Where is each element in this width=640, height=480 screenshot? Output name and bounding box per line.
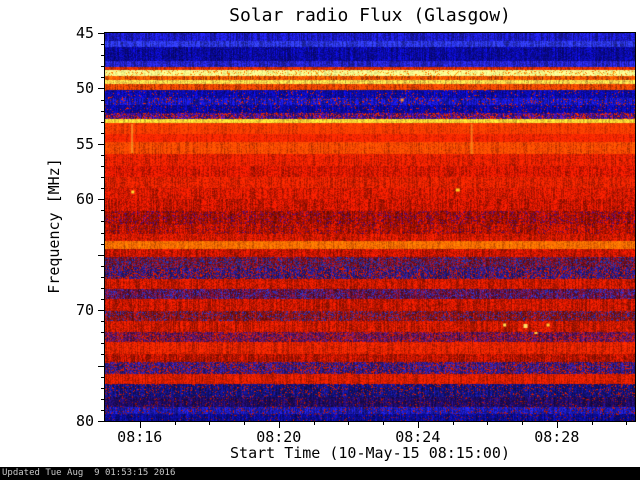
x-tick-mark	[591, 422, 593, 425]
x-tick-mark	[174, 422, 176, 425]
x-tick-mark	[313, 422, 315, 425]
chart-title: Solar radio Flux (Glasgow)	[229, 5, 511, 26]
footer-bar: Updated Tue Aug 9 01:53:15 2016	[0, 467, 640, 480]
spectrogram-canvas	[105, 33, 635, 421]
plot-area	[104, 32, 636, 422]
y-tick-label: 60	[75, 190, 94, 208]
y-axis-title: Frequency [MHz]	[45, 158, 63, 294]
x-tick-mark	[139, 422, 141, 428]
x-axis-title: Start Time (10-May-15 08:15:00)	[230, 444, 510, 462]
y-tick-label: 55	[75, 135, 94, 153]
y-tick-label: 50	[75, 79, 94, 97]
x-tick-mark	[209, 422, 211, 425]
x-tick-mark	[626, 422, 628, 425]
x-tick-mark	[278, 422, 280, 428]
y-tick-label: 70	[75, 301, 94, 319]
y-tick-label: 45	[75, 24, 94, 42]
x-tick-mark	[348, 422, 350, 425]
x-tick-mark	[452, 422, 454, 425]
updated-timestamp: Updated Tue Aug 9 01:53:15 2016	[2, 468, 176, 478]
x-tick-mark	[556, 422, 558, 428]
x-tick-mark	[383, 422, 385, 425]
x-tick-mark	[487, 422, 489, 425]
x-tick-mark	[522, 422, 524, 425]
y-tick-label: 80	[75, 412, 94, 430]
x-tick-mark	[417, 422, 419, 428]
x-tick-mark	[244, 422, 246, 425]
